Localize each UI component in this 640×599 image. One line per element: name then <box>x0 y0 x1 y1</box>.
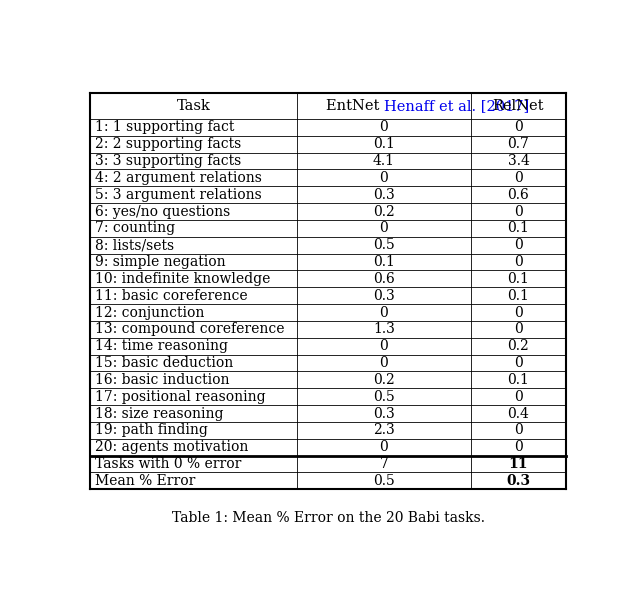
Text: EntNet: EntNet <box>326 99 384 113</box>
Text: 0: 0 <box>514 171 523 185</box>
Text: 13: compound coreference: 13: compound coreference <box>95 322 284 337</box>
Text: 0.3: 0.3 <box>506 474 531 488</box>
Text: Table 1: Mean % Error on the 20 Babi tasks.: Table 1: Mean % Error on the 20 Babi tas… <box>172 512 484 525</box>
Text: 7: 7 <box>380 457 388 471</box>
Text: 14: time reasoning: 14: time reasoning <box>95 339 228 353</box>
Text: 1.3: 1.3 <box>373 322 395 337</box>
Text: 0.3: 0.3 <box>373 289 395 302</box>
Text: 0.3: 0.3 <box>373 187 395 202</box>
Text: 0: 0 <box>380 171 388 185</box>
Text: 0.5: 0.5 <box>373 390 395 404</box>
Text: 0: 0 <box>514 322 523 337</box>
Text: 0.2: 0.2 <box>373 204 395 219</box>
Text: 4: 2 argument relations: 4: 2 argument relations <box>95 171 262 185</box>
Text: 11: basic coreference: 11: basic coreference <box>95 289 248 302</box>
Text: 3: 3 supporting facts: 3: 3 supporting facts <box>95 154 241 168</box>
Text: 0: 0 <box>380 339 388 353</box>
Text: 0.4: 0.4 <box>508 407 529 420</box>
Text: 0.1: 0.1 <box>508 289 529 302</box>
Text: Mean % Error: Mean % Error <box>95 474 195 488</box>
Text: 0.3: 0.3 <box>373 407 395 420</box>
Text: Tasks with 0 % error: Tasks with 0 % error <box>95 457 241 471</box>
Text: 0: 0 <box>380 305 388 319</box>
Text: 0: 0 <box>380 120 388 134</box>
Text: 20: agents motivation: 20: agents motivation <box>95 440 248 454</box>
Text: 4.1: 4.1 <box>373 154 395 168</box>
Text: 0: 0 <box>514 238 523 252</box>
Text: 0.1: 0.1 <box>508 373 529 387</box>
Text: 0: 0 <box>514 440 523 454</box>
Text: 0: 0 <box>380 356 388 370</box>
Text: 0.2: 0.2 <box>508 339 529 353</box>
Text: 0: 0 <box>514 356 523 370</box>
Text: 0.1: 0.1 <box>508 272 529 286</box>
Text: 17: positional reasoning: 17: positional reasoning <box>95 390 266 404</box>
Text: 0: 0 <box>380 222 388 235</box>
Text: Task: Task <box>177 99 211 113</box>
Text: 5: 3 argument relations: 5: 3 argument relations <box>95 187 262 202</box>
Text: 8: lists/sets: 8: lists/sets <box>95 238 174 252</box>
Text: 0: 0 <box>514 204 523 219</box>
Text: 18: size reasoning: 18: size reasoning <box>95 407 223 420</box>
Text: 0: 0 <box>380 440 388 454</box>
Text: Henaff et al. [2017]: Henaff et al. [2017] <box>384 99 529 113</box>
Text: 0.1: 0.1 <box>508 222 529 235</box>
Text: 0.6: 0.6 <box>508 187 529 202</box>
Text: 12: conjunction: 12: conjunction <box>95 305 204 319</box>
Text: 2: 2 supporting facts: 2: 2 supporting facts <box>95 137 241 151</box>
Text: 3.4: 3.4 <box>508 154 529 168</box>
Text: 0: 0 <box>514 120 523 134</box>
Text: 0: 0 <box>514 305 523 319</box>
Text: 0.1: 0.1 <box>373 255 395 269</box>
Text: 19: path finding: 19: path finding <box>95 423 208 437</box>
Text: 0: 0 <box>514 255 523 269</box>
Text: 6: yes/no questions: 6: yes/no questions <box>95 204 230 219</box>
Text: 0.2: 0.2 <box>373 373 395 387</box>
Text: 0: 0 <box>514 423 523 437</box>
Text: RelNet: RelNet <box>493 99 544 113</box>
Text: 0.5: 0.5 <box>373 238 395 252</box>
Text: 16: basic induction: 16: basic induction <box>95 373 229 387</box>
Text: 0.1: 0.1 <box>373 137 395 151</box>
Text: 0.6: 0.6 <box>373 272 395 286</box>
Text: 10: indefinite knowledge: 10: indefinite knowledge <box>95 272 270 286</box>
Text: 0: 0 <box>514 390 523 404</box>
Text: 1: 1 supporting fact: 1: 1 supporting fact <box>95 120 234 134</box>
Text: 0.7: 0.7 <box>508 137 529 151</box>
Text: 15: basic deduction: 15: basic deduction <box>95 356 233 370</box>
Text: 11: 11 <box>509 457 528 471</box>
Text: 9: simple negation: 9: simple negation <box>95 255 225 269</box>
Text: 7: counting: 7: counting <box>95 222 175 235</box>
Text: 2.3: 2.3 <box>373 423 395 437</box>
Text: 0.5: 0.5 <box>373 474 395 488</box>
